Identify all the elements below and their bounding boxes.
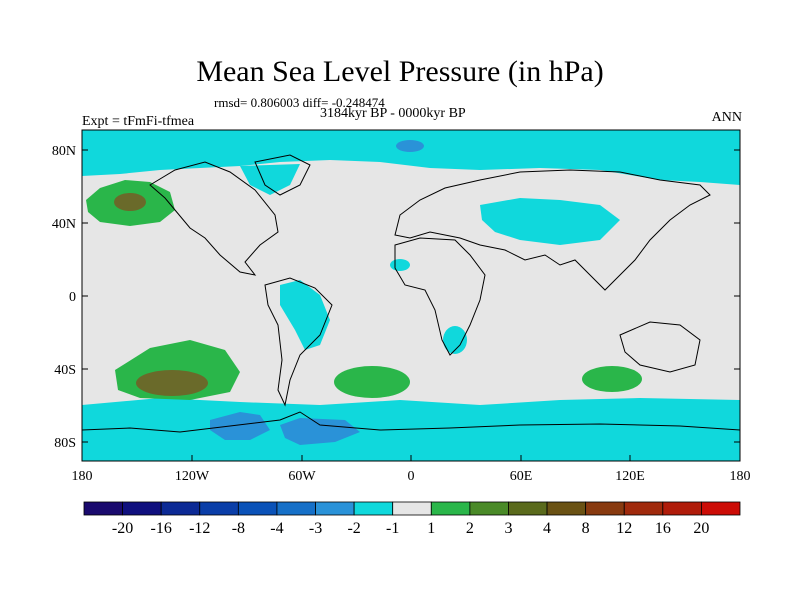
y-tick-label: 40S xyxy=(54,363,76,378)
colorbar-swatch xyxy=(83,501,123,516)
colorbar-swatch xyxy=(276,501,316,516)
y-tick-marks xyxy=(82,149,740,443)
colorbar-label: 12 xyxy=(616,520,632,537)
colorbar-label: 4 xyxy=(543,520,551,537)
north-pacific-positive3-core xyxy=(114,193,146,211)
asia-negative-region xyxy=(480,198,620,245)
x-tick-label: 60W xyxy=(288,469,316,484)
x-tick-label: 180 xyxy=(72,469,93,484)
colorbar-swatch xyxy=(315,501,355,516)
x-tick-marks xyxy=(81,455,741,461)
colorbar-swatch xyxy=(237,501,278,516)
colorbar-swatch xyxy=(701,501,741,516)
season-label: ANN xyxy=(711,110,742,125)
southern-negative2-patch-b xyxy=(280,418,360,445)
colorbar-label: -8 xyxy=(232,520,245,537)
colorbar-label: 2 xyxy=(466,520,474,537)
colorbar-label: -3 xyxy=(309,520,322,537)
x-tick-label: 60E xyxy=(510,469,533,484)
colorbar-swatch xyxy=(585,501,625,516)
colorbar-label: -12 xyxy=(189,520,210,537)
colorbar-label: 8 xyxy=(582,520,590,537)
y-tick-labels: 80N 40N 0 40S 80S xyxy=(52,144,76,451)
colorbar-label: -1 xyxy=(386,520,399,537)
colorbar-swatch xyxy=(160,501,201,516)
colorbar-label: 16 xyxy=(655,520,671,537)
y-tick-label: 80N xyxy=(52,144,76,159)
southern-negative2-patch-a xyxy=(210,412,270,440)
arctic-negative2-spot xyxy=(396,140,424,152)
colorbar-swatch xyxy=(199,501,239,516)
y-tick-label: 0 xyxy=(69,290,76,305)
south-pacific-positive3-core xyxy=(136,370,208,396)
colorbar-label: 3 xyxy=(504,520,512,537)
y-tick-label: 80S xyxy=(54,436,76,451)
colorbar-swatch xyxy=(430,501,471,516)
colorbar-swatch xyxy=(623,501,664,516)
greenland-negative-region xyxy=(240,164,300,195)
colorbar-swatch xyxy=(353,501,394,516)
colorbar-swatch xyxy=(546,501,587,516)
map-title: Mean Sea Level Pressure (in hPa) xyxy=(196,55,604,88)
map-plot-area xyxy=(82,130,740,461)
colorbar-swatch xyxy=(469,501,509,516)
y-tick-label: 40N xyxy=(52,217,76,232)
colorbar-label: -16 xyxy=(151,520,172,537)
colorbar-label: 20 xyxy=(693,520,709,537)
x-tick-label: 120W xyxy=(175,469,210,484)
x-tick-label: 0 xyxy=(408,469,415,484)
colorbar-swatch xyxy=(392,501,432,516)
colorbar-swatch xyxy=(662,501,702,516)
arctic-negative-band xyxy=(82,130,740,185)
x-tick-label: 180 xyxy=(730,469,751,484)
coastlines xyxy=(82,154,740,433)
south-atlantic-positive-region xyxy=(334,366,410,398)
colorbar-swatch xyxy=(508,501,548,516)
south-america-negative-region xyxy=(280,280,330,350)
south-africa-negative-region xyxy=(443,326,467,354)
colorbar-label: -20 xyxy=(112,520,133,537)
colorbar-swatch xyxy=(122,501,162,516)
indian-ocean-positive-region xyxy=(582,366,642,392)
colorbar-label: -2 xyxy=(347,520,360,537)
period-text: 3184kyr BP - 0000kyr BP xyxy=(320,106,466,121)
colorbar-label: -4 xyxy=(270,520,283,537)
stats-text: rmsd= 0.806003 diff= -0.248474 xyxy=(214,95,385,110)
x-tick-labels: 180 120W 60W 0 60E 120E 180 xyxy=(72,469,751,484)
experiment-label: Expt = tFmFi-tfmea xyxy=(82,114,195,129)
colorbar-label: 1 xyxy=(427,520,435,537)
colorbar: -20 -16 -12 -8 -4 -3 -2 -1 1 2 3 4 8 12 16 20 xyxy=(83,501,741,537)
x-tick-label: 120E xyxy=(615,469,645,484)
africa-north-negative-spot xyxy=(390,259,410,271)
